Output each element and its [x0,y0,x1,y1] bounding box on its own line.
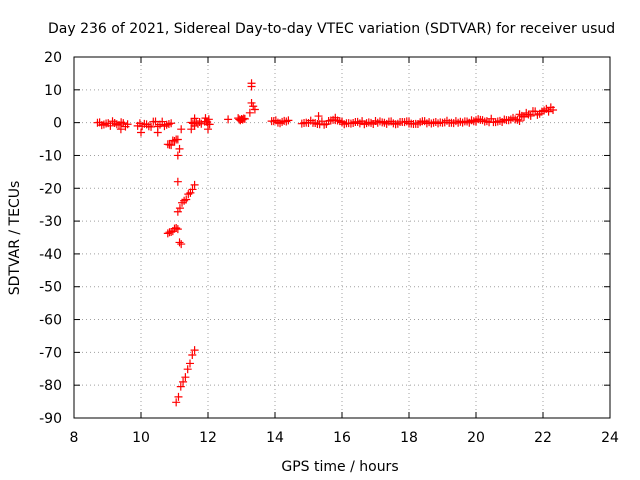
data-point [495,116,504,125]
y-tick-label: -80 [39,378,62,394]
data-point [190,114,199,123]
data-point [167,228,176,237]
data-point [175,238,184,247]
data-point [185,359,194,368]
x-axis-label: GPS time / hours [281,459,398,475]
x-tick-label: 18 [400,430,418,446]
data-point [147,122,156,131]
data-point [151,117,160,126]
data-point [182,195,191,204]
data-point [173,135,182,144]
data-point [99,120,108,129]
data-point [478,116,487,125]
y-tick-label: -10 [39,148,62,164]
y-tick-label: -60 [39,313,62,329]
data-point [175,204,184,213]
data-point [544,107,553,116]
data-point [549,105,558,114]
data-point [158,117,167,126]
data-point [201,114,210,123]
data-point [282,117,291,126]
data-point [163,229,172,238]
data-point [188,185,197,194]
data-point [177,125,186,134]
data-point [183,365,192,374]
y-tick-label: -30 [39,214,62,230]
x-tick-label: 12 [199,430,217,446]
data-point [250,105,259,114]
data-point [184,190,193,199]
y-tick-label: 10 [44,83,62,99]
data-point [190,346,199,355]
data-point [116,125,125,134]
y-tick-label: 0 [53,116,62,132]
x-tick-label: 22 [534,430,552,446]
data-point [174,392,183,401]
data-point [106,121,115,130]
data-point [190,121,199,130]
data-point [314,112,323,121]
data-point [181,373,190,382]
data-point [175,144,184,153]
data-point [224,115,233,124]
data-point [187,125,196,134]
data-point [137,128,145,137]
data-point [180,196,189,205]
data-point [186,188,195,197]
x-tick-label: 14 [266,430,284,446]
data-point [249,102,258,111]
data-point [167,141,176,150]
x-tick-label: 8 [70,430,79,446]
data-point [167,119,176,128]
data-point [170,137,179,146]
data-point [331,113,340,122]
data-point [176,382,185,391]
y-tick-label: -70 [39,345,62,361]
y-tick-labels: 20 10 0 -10 -20 -30 -40 -50 -60 -70 -80 -90 [39,50,62,427]
data-point [172,224,181,233]
data-point [123,120,132,129]
data-point [172,398,181,407]
data-point [173,225,182,234]
data-point [153,128,162,137]
y-tick-label: -50 [39,280,62,296]
data-point [247,98,256,107]
x-tick-label: 10 [132,430,150,446]
data-point [269,117,278,126]
data-point [173,207,182,216]
data-point [179,377,188,386]
data-point [205,120,214,129]
x-tick-labels: 8 10 12 14 16 18 20 22 24 [70,430,619,446]
chart-title: Day 236 of 2021, Sidereal Day-to-day VTE… [48,21,615,37]
y-tick-label: -90 [39,411,62,427]
x-tick-label: 24 [601,430,619,446]
data-point [173,177,182,186]
x-tick-label: 16 [333,430,351,446]
data-point [284,116,293,125]
data-point [204,125,212,134]
data-point [526,111,535,120]
data-point [173,151,182,160]
data-points [93,79,558,407]
data-point [247,82,256,91]
data-point [245,108,254,117]
data-point [188,351,197,360]
x-tick-label: 20 [467,430,485,446]
y-tick-label: -40 [39,247,62,263]
data-point [177,240,186,249]
axis-ticks [73,56,611,419]
data-point [204,115,213,124]
y-tick-label: 20 [44,50,62,66]
data-point [240,114,249,123]
data-point [190,180,199,189]
y-tick-label: -20 [39,181,62,197]
y-axis-label: SDTVAR / TECUs [7,181,23,296]
